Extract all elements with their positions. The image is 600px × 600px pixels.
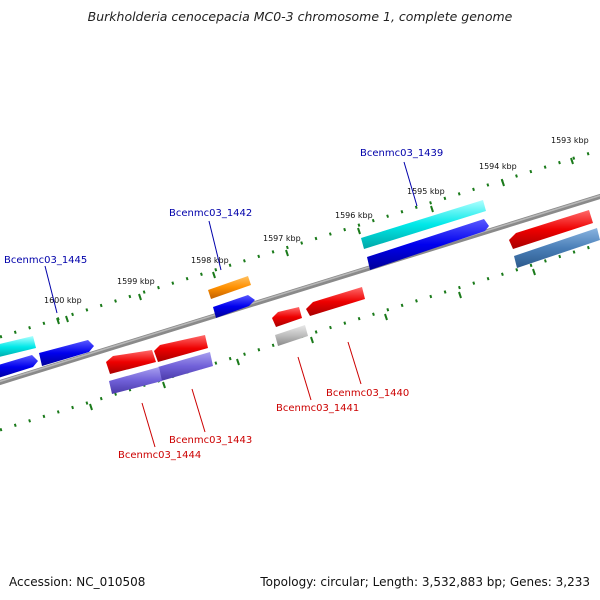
kbp-label: 1598 kbp (191, 256, 229, 265)
forward-gene-features (0, 200, 489, 379)
gene-feature[interactable] (275, 325, 308, 346)
kbp-label: 1600 kbp (44, 296, 82, 305)
gene-feature[interactable] (106, 350, 156, 374)
gene-feature[interactable] (39, 340, 94, 366)
gene-label-forward[interactable]: Bcenmc03_1445 (4, 255, 87, 266)
label-leader-line (297, 356, 312, 401)
chromosome-backbone-highlight (0, 194, 600, 383)
gene-feature[interactable] (0, 355, 38, 379)
gene-label-reverse[interactable]: Bcenmc03_1444 (118, 450, 201, 461)
gene-label-forward[interactable]: Bcenmc03_1439 (360, 148, 443, 159)
chromosome-backbone (0, 193, 600, 386)
gene-feature[interactable] (509, 210, 593, 249)
kbp-label: 1593 kbp (551, 136, 589, 145)
label-leader-line (141, 402, 156, 448)
outer-tick-ring (0, 148, 600, 339)
gene-feature[interactable] (514, 228, 600, 268)
accession-text: Accession: NC_010508 (9, 575, 146, 589)
kbp-label: 1594 kbp (479, 162, 517, 171)
outer-major-ticks (56, 157, 574, 325)
label-leader-line (403, 161, 418, 207)
gene-label-reverse[interactable]: Bcenmc03_1443 (169, 435, 252, 446)
gene-feature[interactable] (109, 367, 162, 394)
gene-feature[interactable] (158, 352, 213, 381)
inner-major-ticks (89, 268, 536, 411)
kbp-label: 1597 kbp (263, 234, 301, 243)
gene-label-reverse[interactable]: Bcenmc03_1440 (326, 388, 409, 399)
gene-label-forward[interactable]: Bcenmc03_1442 (169, 208, 252, 219)
gene-feature[interactable] (154, 335, 208, 362)
kbp-label: 1599 kbp (117, 277, 155, 286)
genome-summary-text: Topology: circular; Length: 3,532,883 bp… (260, 575, 590, 589)
gene-feature[interactable] (208, 276, 251, 299)
gene-feature[interactable] (361, 200, 486, 249)
label-leader-line (44, 265, 58, 314)
kbp-label: 1596 kbp (335, 211, 373, 220)
label-leader-line (208, 220, 222, 271)
kbp-label: 1595 kbp (407, 187, 445, 196)
gene-feature[interactable] (272, 307, 302, 327)
gene-feature[interactable] (367, 219, 489, 270)
reverse-gene-features (106, 210, 600, 394)
label-leader-line (191, 388, 206, 433)
gene-feature[interactable] (306, 287, 365, 316)
gene-label-reverse[interactable]: Bcenmc03_1441 (276, 403, 359, 414)
gene-feature[interactable] (213, 295, 255, 318)
gene-feature[interactable] (0, 336, 36, 358)
map-title: Burkholderia cenocepacia MC0-3 chromosom… (87, 9, 513, 24)
label-leader-line (347, 341, 362, 385)
